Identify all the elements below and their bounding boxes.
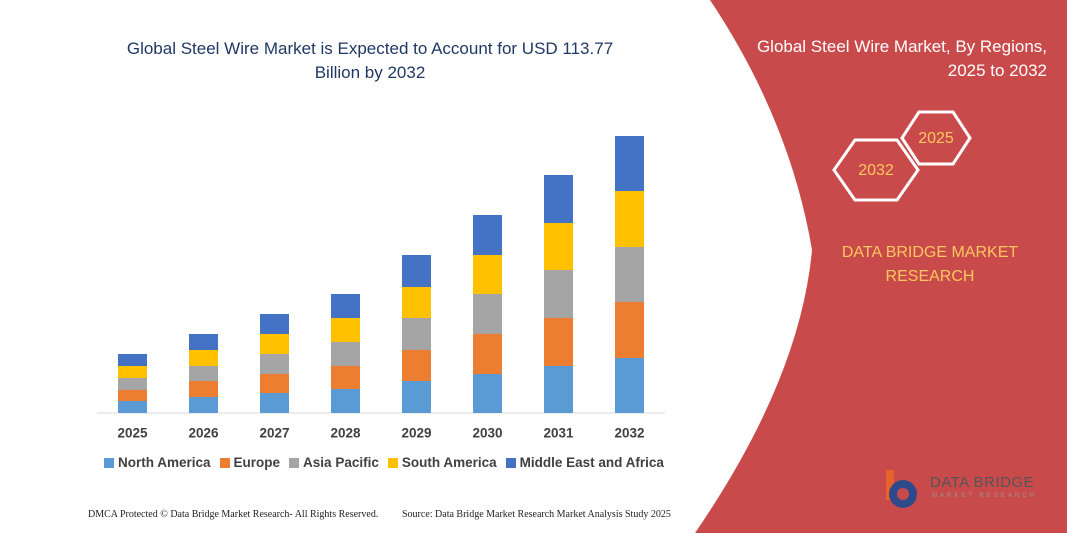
bar-segment [615,191,644,247]
legend-item: North America [104,455,211,470]
bar-segment [260,374,289,393]
footer-note: DMCA Protected © Data Bridge Market Rese… [88,509,379,520]
brand-text: DATA BRIDGE MARKET RESEARCH [841,244,1019,285]
bar-segment [615,302,644,358]
bar-segment [118,390,147,401]
x-tick-label: 2028 [330,426,361,441]
hexagon [832,138,920,202]
legend-swatch [219,457,230,468]
bar-segment [331,318,360,342]
bar-segment [118,401,147,413]
bar-segment [615,358,644,413]
bar-segment [544,223,573,270]
logo-subtext: MARKET RESEARCH [932,493,1037,499]
hexagon-label: 2032 [858,162,894,179]
bar-segment [189,381,218,397]
bar-segment [331,342,360,366]
bar-segment [118,378,147,390]
legend-label: Middle East and Africa [519,455,664,470]
bar-segment [544,270,573,318]
bar-segment [189,366,218,381]
bar-segment [473,215,502,255]
x-tick-label: 2029 [401,426,431,441]
legend: North America Europe Asia Pacific South Ame… [104,455,664,470]
bar-segment [615,247,644,302]
bar-segment [331,366,360,389]
panel-title: Global Steel Wire Market, By Regions, 20… [756,37,1047,80]
bar-segment [473,294,502,334]
bar-segment [615,136,644,191]
legend-swatch [387,457,398,468]
legend-swatch [505,457,516,468]
bar-segment [260,334,289,354]
bar-segment [331,389,360,413]
legend-label: South America [401,455,497,470]
hexagon [900,110,972,166]
legend-item: South America [387,455,497,470]
bar-segment [473,255,502,294]
logo-icon [886,470,917,508]
x-tick-label: 2025 [117,426,148,441]
x-tick-label: 2031 [543,426,574,441]
footer-source: Source: Data Bridge Market Research Mark… [402,509,671,520]
bar-segment [402,287,431,318]
bar-segment [260,314,289,334]
legend-label: Europe [233,455,281,470]
bar-segment [118,366,147,378]
hexagon-label: 2025 [918,130,954,147]
bar-segment [544,366,573,413]
legend-item: Europe [219,455,281,470]
legend-swatch [104,457,114,468]
x-tick-label: 2027 [259,426,289,441]
bar-segment [189,350,218,366]
bar-segment [402,350,431,381]
bar-segment [402,255,431,287]
legend-label: Asia Pacific [303,455,379,470]
bar-segment [402,318,431,350]
logo-text: DATA BRIDGE [930,474,1035,491]
x-tick-label: 2032 [614,426,644,441]
bar-segment [189,334,218,350]
bar-segment [544,318,573,366]
chart-title: Global Steel Wire Market is Expected to … [126,39,614,82]
x-tick-label: 2030 [472,426,502,441]
side-panel [695,0,1067,533]
bar-segment [473,334,502,374]
bar-segment [331,294,360,318]
legend-swatch [289,457,300,468]
bar-segment [189,397,218,413]
bar-segment [260,393,289,413]
legend-item: Middle East and Africa [505,455,664,470]
bar-segment [473,374,502,413]
legend-item: Asia Pacific [289,455,379,470]
bar-segment [544,175,573,223]
bar-segment [402,381,431,413]
bar-segment [118,354,147,366]
x-tick-label: 2026 [188,426,219,441]
legend-label: North America [118,455,211,470]
bar-segment [260,354,289,374]
